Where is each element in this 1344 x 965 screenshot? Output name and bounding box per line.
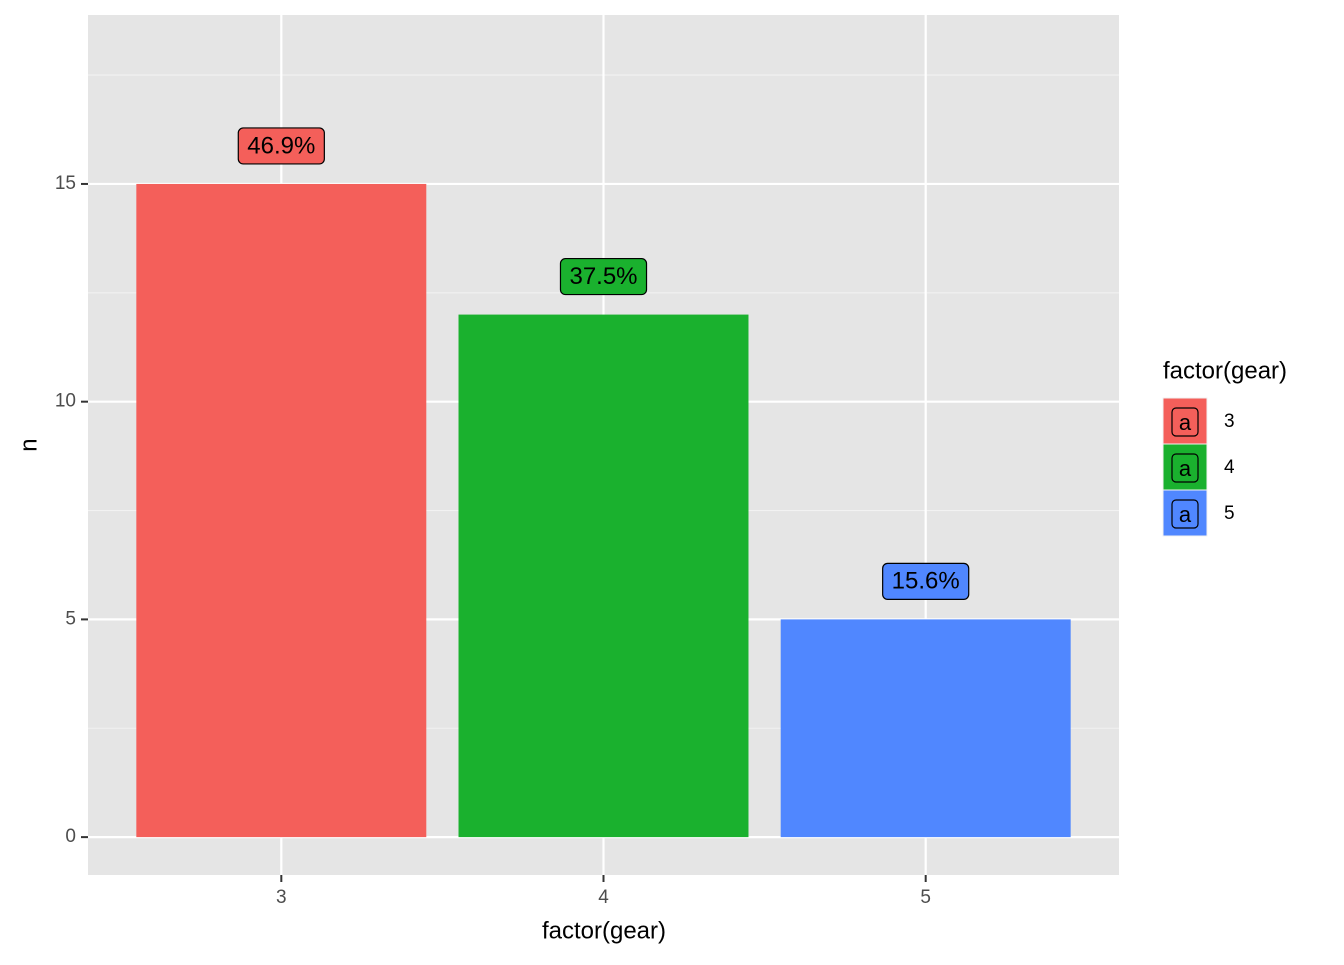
legend-key-box	[1171, 453, 1199, 483]
y-tick-label: 10	[55, 391, 76, 412]
bar	[136, 183, 427, 838]
legend-key-box	[1171, 499, 1199, 529]
label-box	[559, 257, 648, 296]
y-tick-label: 15	[55, 173, 76, 194]
legend-title: factor(gear)	[1163, 357, 1287, 384]
legend-label: 3	[1224, 411, 1235, 432]
legend-label: 4	[1224, 457, 1235, 478]
legend-key-glyph: a	[1179, 410, 1192, 435]
data-label: 37.5%	[569, 263, 637, 290]
bar	[780, 619, 1071, 838]
y-axis-title: n	[15, 438, 42, 451]
label-box	[882, 562, 970, 600]
legend-label: 5	[1224, 503, 1235, 524]
label-box	[237, 127, 325, 165]
bar	[458, 314, 749, 838]
legend-key-glyph: a	[1179, 502, 1192, 527]
x-tick-label: 4	[598, 887, 609, 908]
legend-key-box	[1171, 407, 1199, 437]
y-tick-label: 5	[65, 608, 76, 629]
legend-key-glyph: a	[1179, 456, 1192, 481]
x-axis-title: factor(gear)	[542, 917, 666, 944]
data-label: 46.9%	[247, 132, 315, 159]
y-tick-label: 0	[65, 826, 76, 847]
data-label: 15.6%	[892, 568, 960, 595]
x-tick-label: 5	[920, 887, 931, 908]
x-tick-label: 3	[276, 887, 287, 908]
